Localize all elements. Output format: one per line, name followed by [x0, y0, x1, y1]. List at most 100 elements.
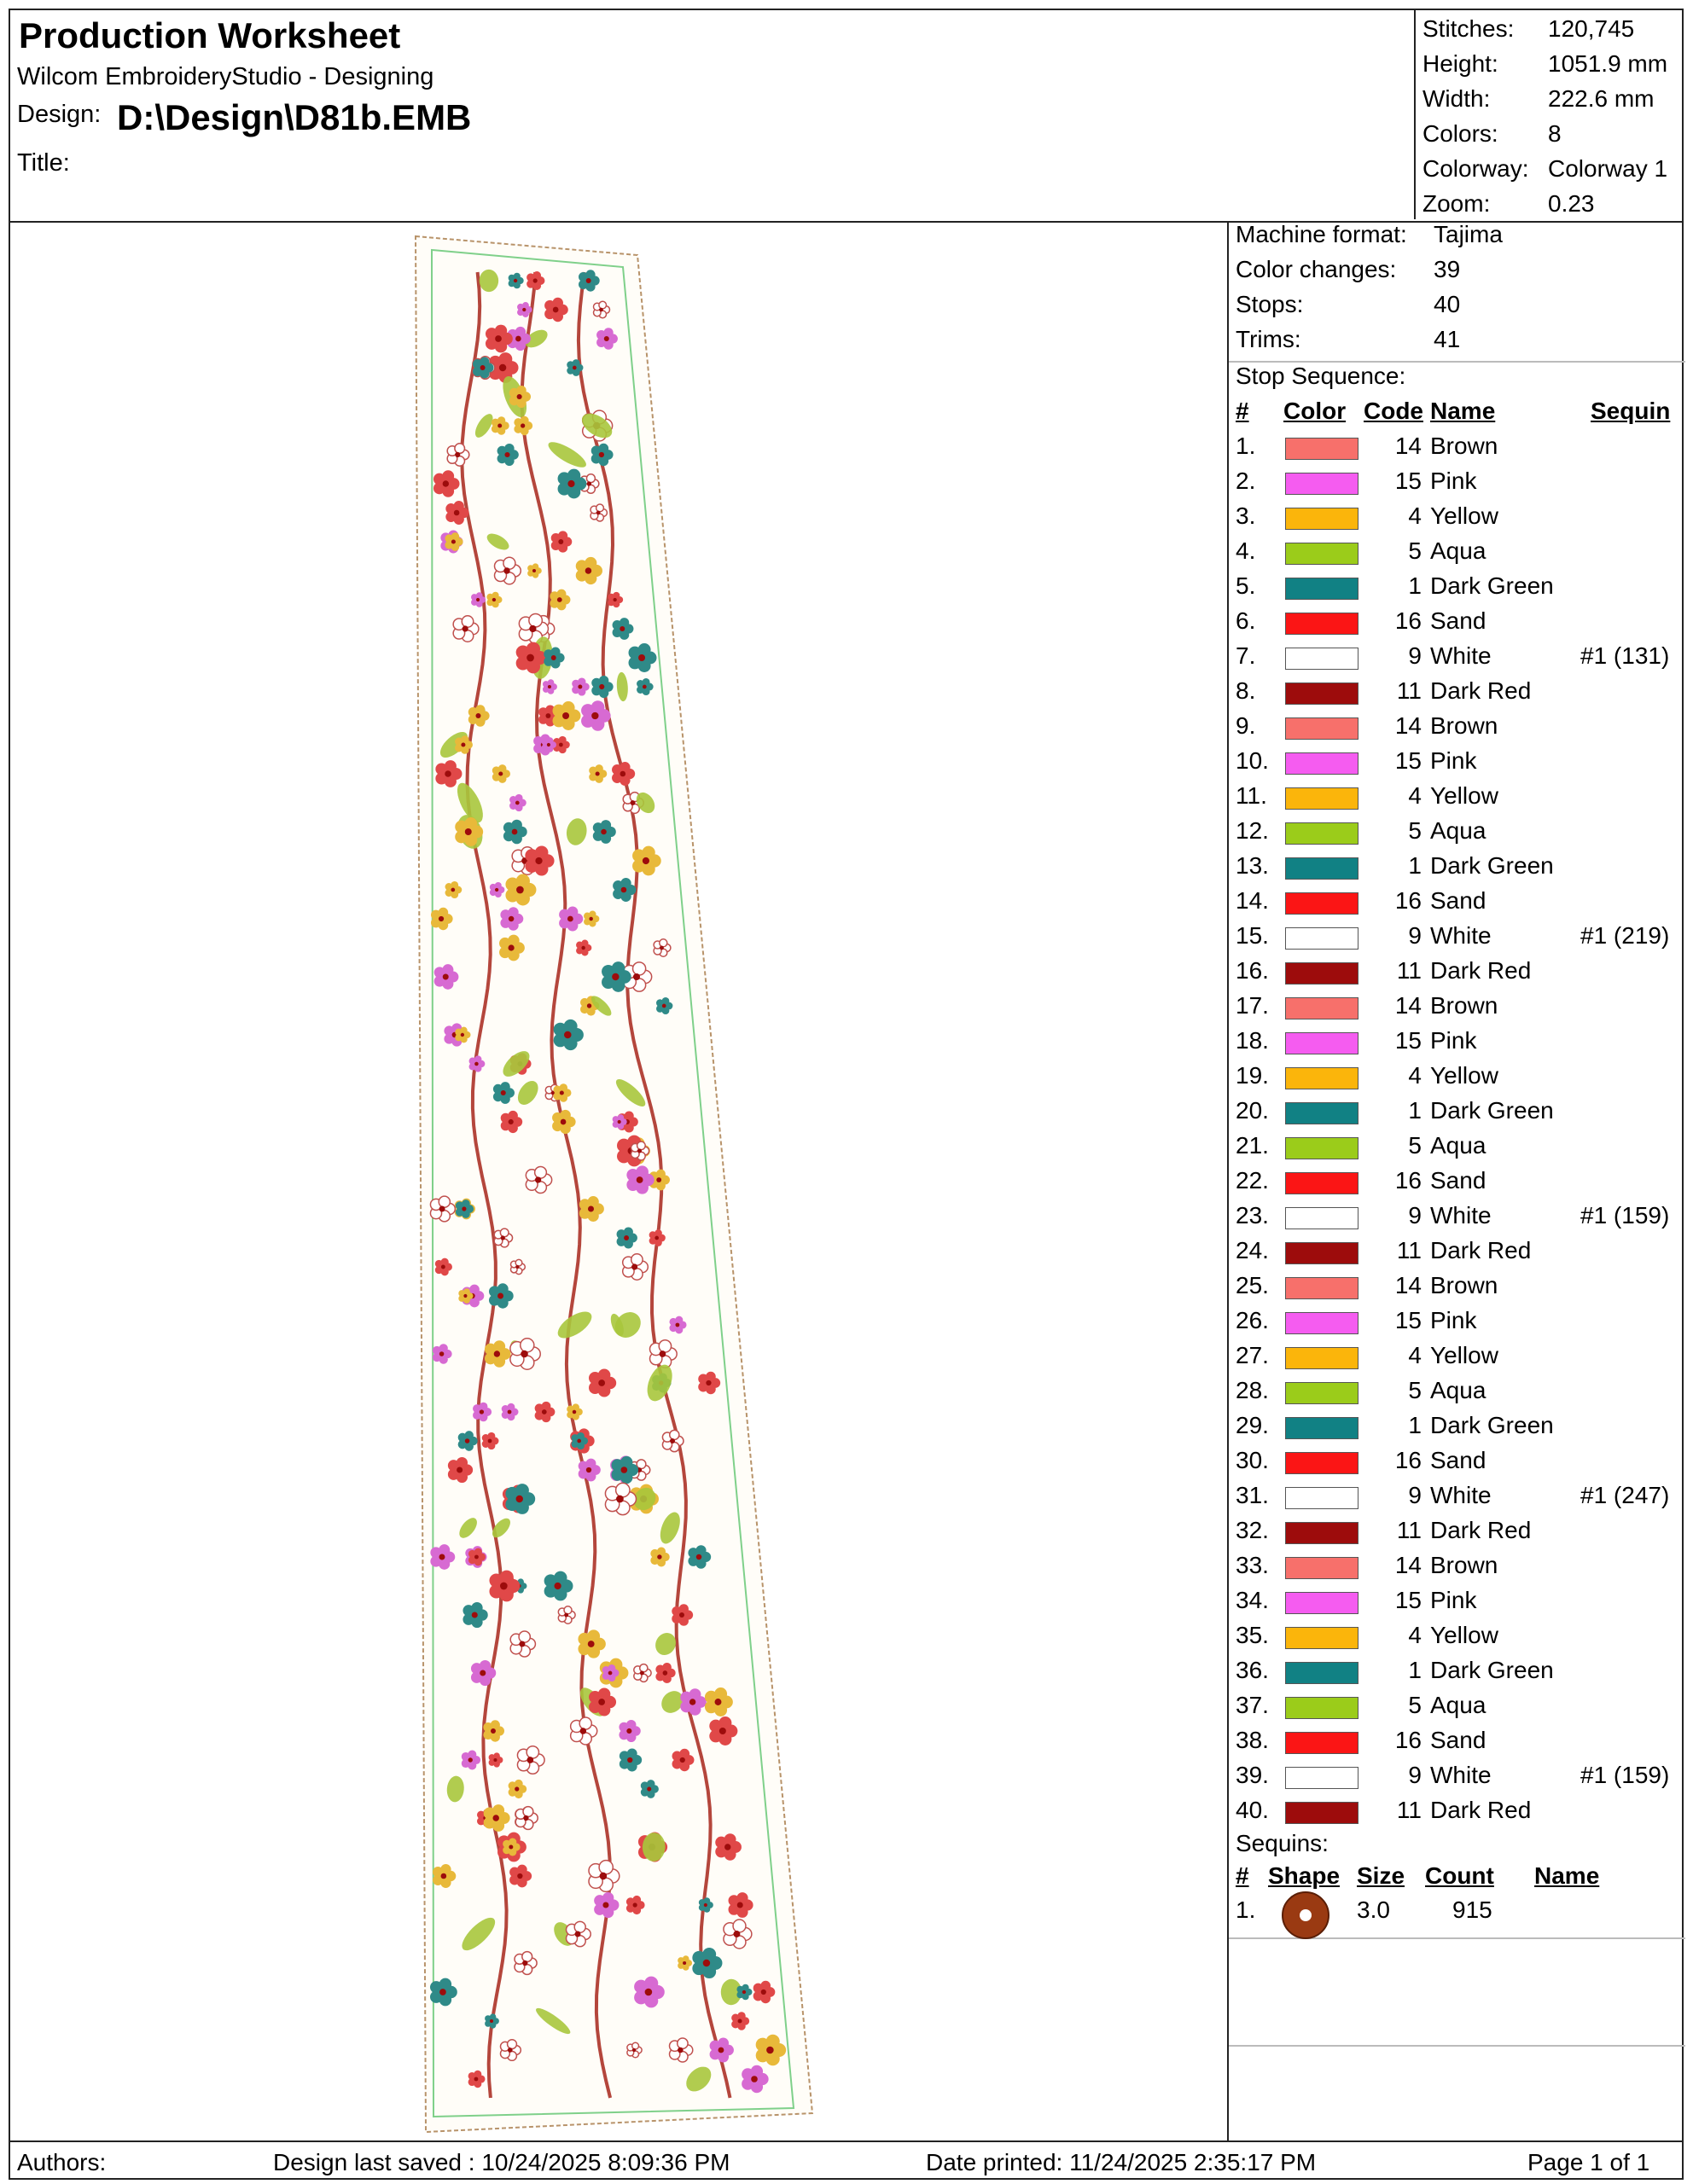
color-code: 1 [1408, 852, 1422, 879]
stop-row: 19. 4 Yellow [1229, 1062, 1685, 1097]
stop-row: 7. 9 White #1 (131) [1229, 642, 1685, 677]
color-name: Sand [1430, 607, 1486, 634]
flower-motif [579, 1196, 604, 1222]
flower-motif [575, 556, 602, 585]
design-preview [10, 221, 1227, 2140]
color-swatch [1285, 752, 1358, 775]
flower-motif [542, 679, 557, 694]
stop-row: 23. 9 White #1 (159) [1229, 1202, 1685, 1237]
flower-motif [486, 591, 503, 608]
color-swatch [1285, 1137, 1358, 1159]
flower-motif [515, 642, 547, 674]
flower-motif [544, 647, 565, 669]
stop-row: 13. 1 Dark Green [1229, 852, 1685, 887]
color-name: Dark Red [1430, 1517, 1532, 1543]
flower-motif [433, 1864, 457, 1888]
leaf-motif [462, 1917, 496, 1951]
leaf-motif [642, 1833, 666, 1862]
stop-row: 17. 14 Brown [1229, 992, 1685, 1027]
flower-motif [553, 735, 570, 754]
color-name: Dark Green [1430, 1097, 1554, 1124]
stop-row: 40. 11 Dark Red [1229, 1797, 1685, 1832]
color-swatch [1285, 578, 1358, 600]
leaf-motif [446, 1775, 464, 1803]
flower-motif [557, 1606, 576, 1624]
stop-row: 34. 15 Pink [1229, 1587, 1685, 1622]
color-name: Sand [1430, 887, 1486, 914]
flower-motif [509, 1630, 537, 1658]
footer-page-number: Page 1 of 1 [1527, 2149, 1650, 2175]
stop-row: 31. 9 White #1 (247) [1229, 1482, 1685, 1517]
flower-motif [509, 1338, 541, 1370]
color-swatch [1285, 508, 1358, 530]
flower-motif [613, 878, 637, 902]
flower-motif [742, 2065, 769, 2094]
flower-motif [505, 874, 537, 906]
color-swatch [1285, 822, 1358, 845]
color-swatch [1285, 1172, 1358, 1194]
stop-number: 23. [1236, 1202, 1269, 1228]
color-code: 1 [1408, 1097, 1422, 1124]
color-code: 5 [1408, 1132, 1422, 1159]
color-swatch [1285, 1662, 1358, 1684]
color-swatch [1285, 1732, 1358, 1754]
flower-motif [505, 1484, 536, 1514]
flower-motif [525, 1165, 553, 1194]
flower-motif [589, 1687, 617, 1716]
worksheet-page: Production Worksheet Wilcom EmbroiderySt… [9, 9, 1685, 2181]
worksheet-footer: Authors: Design last saved : 10/24/2025 … [10, 2140, 1684, 2181]
stop-row: 25. 14 Brown [1229, 1272, 1685, 1307]
color-swatch [1285, 1802, 1358, 1824]
flower-motif [736, 1984, 753, 2001]
stop-number: 37. [1236, 1692, 1269, 1718]
flower-motif [565, 1920, 591, 1948]
flower-motif [491, 416, 509, 435]
color-code: 15 [1394, 1307, 1422, 1333]
color-code: 4 [1408, 1062, 1422, 1089]
stop-number: 36. [1236, 1657, 1269, 1683]
color-swatch [1285, 1557, 1358, 1579]
stops: Stops: 40 [1236, 291, 1461, 317]
stop-number: 2. [1236, 468, 1256, 494]
software-name: Wilcom EmbroideryStudio - Designing [17, 63, 434, 90]
flower-motif [602, 961, 631, 992]
flower-motif [455, 735, 473, 754]
color-swatch [1285, 1067, 1358, 1089]
stop-number: 22. [1236, 1167, 1269, 1194]
stop-row: 10. 15 Pink [1229, 747, 1685, 782]
color-name: Dark Red [1430, 957, 1532, 984]
stop-number: 13. [1236, 852, 1269, 879]
color-name: Sand [1430, 1727, 1486, 1753]
flower-motif [509, 1258, 527, 1275]
stop-number: 19. [1236, 1062, 1269, 1089]
color-code: 16 [1394, 1727, 1422, 1753]
footer-date-printed: Date printed: 11/24/2025 2:35:17 PM [926, 2149, 1317, 2175]
flower-motif [611, 1455, 639, 1484]
flower-motif [669, 1316, 687, 1334]
flower-motif [484, 1340, 511, 1368]
flower-motif [588, 1859, 620, 1893]
stop-sequence-label: Stop Sequence: [1236, 363, 1406, 389]
sequin-info: #1 (159) [1580, 1202, 1670, 1228]
flower-motif [541, 737, 556, 752]
flower-motif [489, 1570, 521, 1602]
color-code: 4 [1408, 1342, 1422, 1368]
color-code: 14 [1394, 1552, 1422, 1578]
flower-motif [507, 326, 531, 351]
flower-motif [633, 1663, 652, 1683]
flower-motif [632, 845, 661, 876]
flower-motif [755, 2034, 787, 2066]
flower-motif [612, 618, 634, 640]
flower-motif [572, 677, 590, 696]
stat-colors: Colors: 8 [1422, 120, 1562, 147]
color-swatch [1285, 1627, 1358, 1649]
flower-motif [433, 964, 459, 990]
flower-motif [503, 819, 527, 845]
leaf-motif [636, 792, 655, 814]
leaf-motif [536, 2007, 571, 2035]
stop-number: 8. [1236, 677, 1256, 704]
flower-motif [649, 1229, 666, 1246]
leaf-motif [616, 671, 628, 702]
flower-motif [488, 1752, 503, 1768]
stop-row: 38. 16 Sand [1229, 1727, 1685, 1762]
